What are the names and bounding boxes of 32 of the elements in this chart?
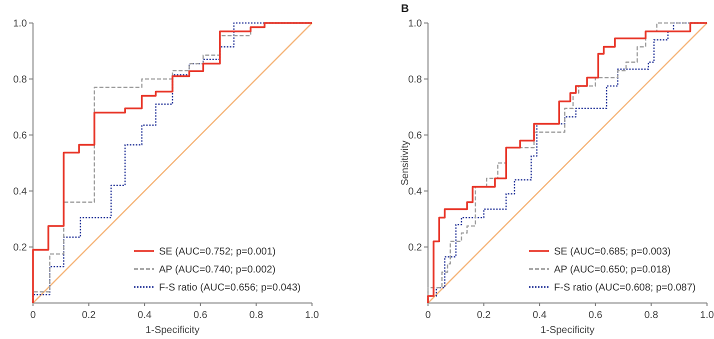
legend-label: AP (AUC=0.650; p=0.018) <box>554 264 671 276</box>
legend-label: SE (AUC=0.752; p=0.001) <box>159 246 276 258</box>
y-tick-label: 0.4 <box>408 186 422 198</box>
x-tick-label: 0.4 <box>138 310 152 321</box>
y-axis-title: Sensitivity <box>400 140 411 186</box>
y-tick-label: 0.6 <box>13 130 28 142</box>
legend-label: SE (AUC=0.685; p=0.003) <box>554 246 671 258</box>
y-tick-label: 1.0 <box>13 18 28 30</box>
y-tick-label: 0.6 <box>408 130 422 142</box>
x-tick-label: 0 <box>30 310 36 321</box>
x-tick-label: 0.6 <box>193 310 208 321</box>
y-tick-label: 0.8 <box>408 74 422 86</box>
legend-label: F-S ratio (AUC=0.608; p=0.087) <box>554 282 696 294</box>
x-tick-label: 0.4 <box>532 310 547 321</box>
x-tick-label: 0.2 <box>476 310 492 321</box>
y-tick-label: 1.0 <box>408 18 422 30</box>
x-axis-title: 1-Specificity <box>540 325 594 336</box>
y-tick-label: 0.2 <box>13 242 28 254</box>
x-tick-label: 0.2 <box>82 310 96 321</box>
legend-label: F-S ratio (AUC=0.656; p=0.043) <box>159 282 301 294</box>
chart-title: B <box>401 3 409 15</box>
y-tick-label: 0.2 <box>408 242 422 254</box>
x-tick-label: 0.8 <box>249 310 264 321</box>
x-tick-label: 0.8 <box>644 310 659 321</box>
x-tick-label: 0.6 <box>588 310 603 321</box>
x-tick-label: 1.0 <box>700 310 714 321</box>
y-tick-label: 0.4 <box>13 186 28 198</box>
legend-label: AP (AUC=0.740; p=0.002) <box>159 264 276 276</box>
x-tick-label: 1.0 <box>305 310 320 321</box>
y-tick-label: 0.8 <box>13 74 28 86</box>
x-axis-title: 1-Specificity <box>146 325 200 336</box>
x-tick-label: 0 <box>425 310 432 321</box>
